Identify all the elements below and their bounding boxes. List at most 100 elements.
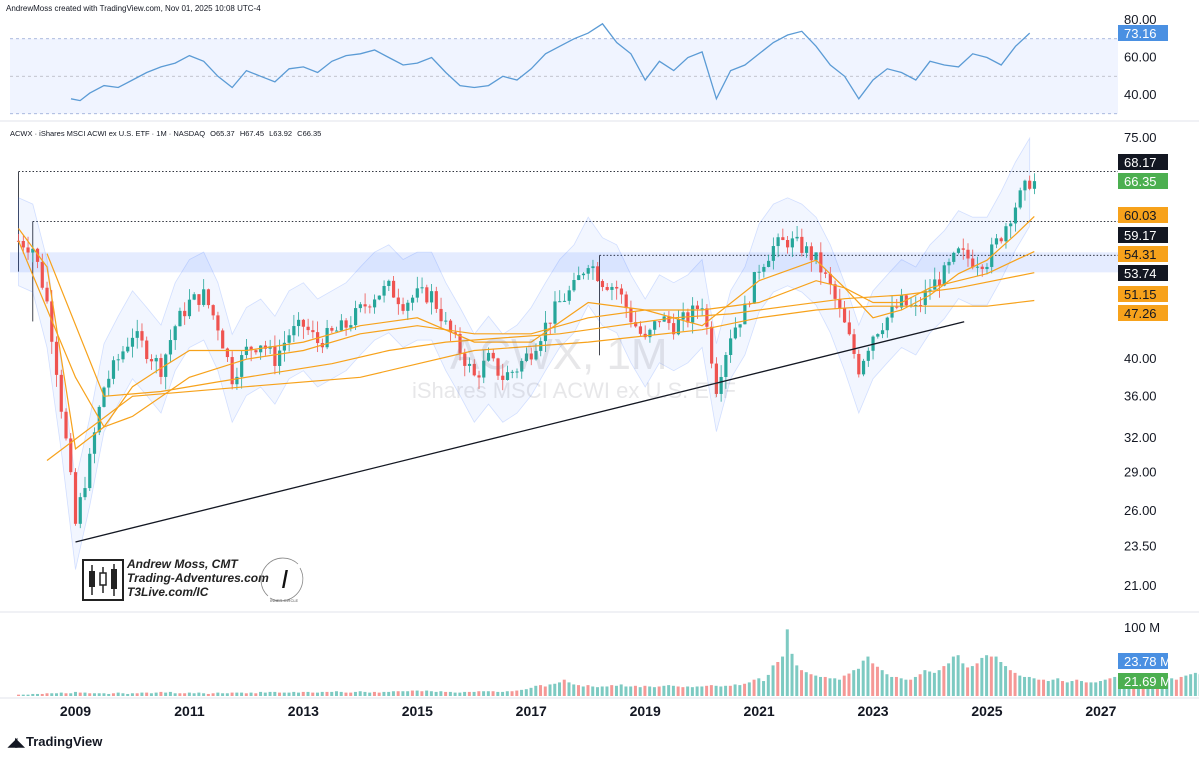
- candle-body: [59, 374, 63, 412]
- candle-body: [216, 315, 220, 331]
- volume-bar: [59, 692, 63, 696]
- price-tag-53.74-bg: [1118, 265, 1168, 281]
- candle-body: [733, 327, 737, 339]
- volume-bar: [501, 691, 505, 696]
- candle-body: [624, 294, 628, 309]
- volume-bar: [92, 693, 96, 696]
- volume-bar: [21, 694, 25, 696]
- candle-body: [600, 281, 605, 288]
- shaded-resistance-zone: [10, 252, 1118, 273]
- volume-bar: [31, 693, 35, 696]
- candle-body: [406, 302, 410, 311]
- volume-bar: [372, 691, 376, 696]
- candle-body: [937, 279, 942, 286]
- candle-body: [823, 272, 828, 274]
- rsi-value-tag-bg: [1118, 25, 1168, 41]
- volume-bar: [1051, 679, 1055, 696]
- candle-body: [301, 319, 305, 327]
- candle-body: [78, 497, 82, 524]
- moving-average-2: [46, 253, 1035, 397]
- volume-bar: [97, 693, 101, 696]
- seal-text: INNER CIRCLE: [270, 598, 299, 603]
- volume-bar: [819, 676, 823, 696]
- candle-body: [482, 360, 486, 378]
- volume-bar: [961, 663, 965, 696]
- volume-bar: [700, 686, 704, 696]
- volume-bar: [486, 691, 490, 696]
- volume-bar: [88, 693, 92, 696]
- volume-bar: [491, 691, 495, 696]
- candle-body: [866, 350, 870, 361]
- volume-bar: [947, 663, 951, 696]
- volume-bar: [534, 685, 538, 696]
- candle-body: [391, 280, 396, 298]
- volume-value-tag-1: 21.69 M: [1124, 674, 1171, 689]
- volume-tick-label: 100 M: [1124, 620, 1160, 635]
- volume-bar: [396, 691, 400, 696]
- chart-canvas[interactable]: 80.00 60.00 40.00 75.00 40.00 36.00 32.00 29.00…: [0, 0, 1199, 730]
- volume-bar: [828, 678, 832, 696]
- volume-bar: [164, 692, 168, 696]
- volume-bar: [657, 686, 661, 696]
- volume-bar: [539, 685, 543, 696]
- price-axis[interactable]: 80.00 60.00 40.00 75.00 40.00 36.00 32.00 29.00…: [1118, 12, 1171, 689]
- candle-body: [377, 295, 381, 300]
- volume-bar: [781, 656, 785, 696]
- volume-bar: [885, 674, 889, 696]
- candle-body: [249, 346, 253, 351]
- volume-bar: [894, 676, 898, 696]
- volume-bar: [842, 675, 846, 696]
- time-axis[interactable]: 2009 2011 2013 2015 2017 2019 2021 2023 2025 2027: [60, 703, 1117, 719]
- volume-bar: [391, 691, 395, 696]
- candle-body: [168, 340, 173, 355]
- volume-bar: [837, 679, 841, 696]
- volume-bar: [553, 683, 557, 696]
- volume-bar: [913, 676, 917, 696]
- volume-bar: [624, 686, 628, 696]
- volume-bar: [529, 687, 533, 696]
- candle-body: [273, 346, 277, 366]
- rsi-tick-label: 40.00: [1124, 87, 1157, 102]
- candle-body: [463, 353, 467, 366]
- volume-bar: [1193, 672, 1197, 696]
- candle-body: [961, 248, 965, 250]
- candle-body: [335, 330, 339, 332]
- volume-bar: [320, 691, 324, 696]
- candle-body: [885, 317, 889, 331]
- volume-bar: [652, 687, 656, 696]
- symbol-legend[interactable]: ACWX · iShares MSCI ACWI ex U.S. ETF · 1…: [10, 129, 324, 138]
- price-tag-47.26-bg: [1118, 305, 1168, 321]
- candle-body: [672, 323, 676, 335]
- volume-bar: [980, 657, 984, 696]
- candle-body: [947, 261, 951, 266]
- year-tick-2025: 2025: [971, 703, 1002, 719]
- volume-bar: [1189, 674, 1193, 696]
- candle-body: [145, 340, 149, 360]
- candle-body: [719, 376, 723, 394]
- volume-bar: [121, 693, 125, 696]
- price-tag-59.17: 59.17: [1124, 228, 1157, 243]
- candle-body: [434, 291, 438, 309]
- volume-bar: [738, 685, 742, 696]
- volume-bar: [225, 693, 229, 696]
- price-tag-59.17-bg: [1118, 227, 1168, 243]
- tradingview-logo[interactable]: ◢◣ TradingView: [8, 734, 102, 749]
- volume-bar: [330, 691, 334, 696]
- volume-bar: [482, 691, 486, 696]
- candle-body: [971, 258, 975, 268]
- candle-body: [562, 300, 567, 302]
- volume-bar: [548, 684, 552, 696]
- candle-body: [330, 327, 334, 331]
- volume-bar: [600, 686, 604, 696]
- volume-bar: [524, 689, 528, 696]
- price-tick-label: 40.00: [1124, 351, 1157, 366]
- volume-bar: [880, 670, 884, 696]
- candle-body: [790, 238, 794, 248]
- volume-bar: [581, 686, 585, 696]
- volume-bar: [496, 691, 500, 696]
- ohlc-close: C66.35: [297, 129, 322, 138]
- candle-body: [966, 249, 970, 259]
- moving-average-3: [46, 299, 1035, 461]
- candle-body: [828, 273, 832, 285]
- candle-body: [425, 287, 429, 303]
